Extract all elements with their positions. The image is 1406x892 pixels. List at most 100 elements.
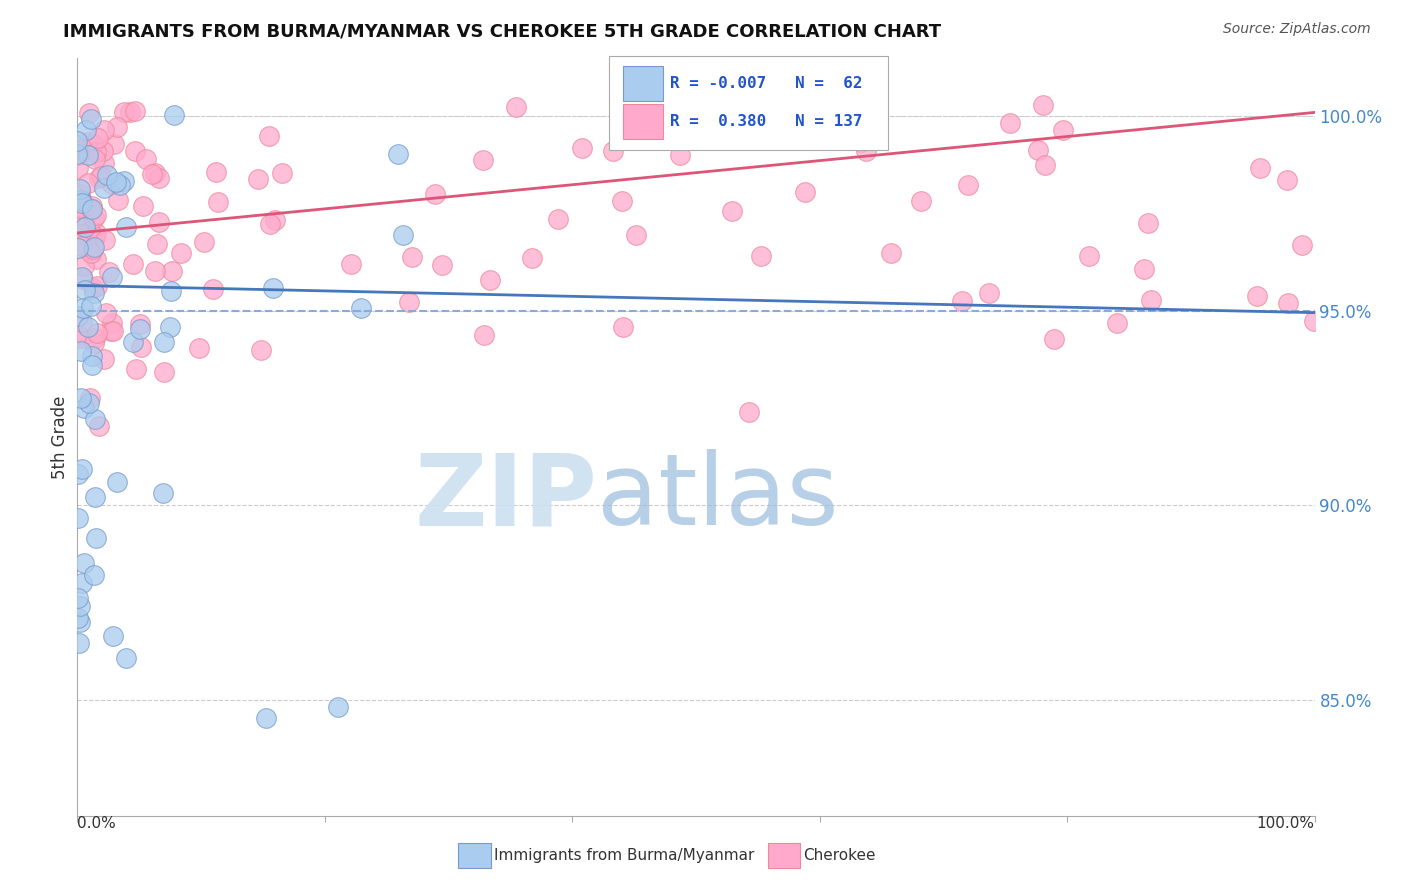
FancyBboxPatch shape [768, 843, 800, 869]
Point [1302, 314, 1324, 328]
Point [66, 146, 89, 161]
FancyBboxPatch shape [623, 104, 662, 139]
Point [84, 252, 107, 267]
Point [1136, 216, 1159, 230]
Text: R =  0.380   N = 137: R = 0.380 N = 137 [671, 114, 862, 129]
Point [86, 145, 108, 159]
Text: Cherokee: Cherokee [804, 848, 876, 863]
Point [1033, 158, 1056, 172]
Point [1043, 333, 1066, 347]
Point [153, 365, 176, 379]
Point [124, 144, 146, 158]
Point [105, 475, 128, 490]
Point [118, 105, 141, 120]
Point [957, 178, 980, 192]
Point [1291, 238, 1313, 252]
Point [87, 418, 110, 433]
Point [624, 227, 647, 242]
Point [70, 331, 93, 345]
Point [83, 211, 105, 225]
Point [67, 238, 90, 252]
Point [851, 135, 873, 149]
Point [998, 116, 1021, 130]
Point [340, 257, 363, 271]
Point [201, 282, 224, 296]
Point [69, 392, 91, 406]
Point [505, 100, 527, 114]
Point [387, 146, 409, 161]
Point [720, 204, 742, 219]
Point [73, 220, 96, 235]
Point [76, 319, 98, 334]
Point [83, 412, 105, 426]
Point [93, 156, 115, 170]
Point [612, 194, 634, 208]
Point [79, 395, 101, 409]
Point [250, 343, 273, 357]
Point [101, 269, 124, 284]
Point [93, 123, 115, 137]
Point [84, 229, 107, 244]
Point [93, 145, 115, 159]
Point [80, 202, 103, 216]
Text: Source: ZipAtlas.com: Source: ZipAtlas.com [1223, 22, 1371, 37]
Point [135, 152, 157, 166]
Point [83, 152, 105, 166]
Point [160, 284, 183, 298]
Point [401, 250, 423, 264]
Point [262, 280, 284, 294]
Point [70, 269, 93, 284]
Point [129, 340, 152, 354]
Point [75, 219, 97, 233]
Point [143, 166, 166, 180]
Point [83, 239, 105, 253]
Text: 100.0%: 100.0% [1257, 816, 1315, 831]
Point [159, 320, 181, 334]
Point [188, 341, 211, 355]
Point [148, 215, 170, 229]
Point [67, 143, 90, 157]
Point [1052, 123, 1074, 137]
Point [67, 148, 90, 162]
Point [94, 233, 117, 247]
Point [101, 177, 124, 191]
Point [82, 281, 104, 295]
Point [547, 211, 569, 226]
Point [72, 301, 94, 315]
Point [131, 199, 153, 213]
Point [69, 201, 91, 215]
Point [93, 352, 115, 367]
Point [72, 194, 94, 208]
Point [82, 136, 104, 151]
Point [100, 324, 122, 338]
Point [115, 651, 138, 665]
Point [160, 263, 183, 277]
Point [103, 629, 125, 643]
Point [880, 245, 903, 260]
Point [80, 349, 103, 363]
Point [662, 104, 685, 119]
Point [749, 249, 772, 263]
Point [96, 168, 118, 182]
Point [112, 174, 135, 188]
Point [108, 178, 131, 193]
Point [326, 700, 349, 714]
Point [83, 568, 105, 582]
Point [612, 320, 634, 334]
Point [69, 182, 91, 196]
Point [669, 148, 692, 162]
Point [122, 334, 145, 349]
Point [67, 511, 90, 525]
Point [86, 326, 108, 340]
Point [170, 246, 193, 260]
Point [67, 591, 90, 606]
Point [75, 242, 97, 256]
Point [602, 145, 624, 159]
Point [66, 134, 89, 148]
Point [72, 272, 94, 286]
Point [205, 165, 228, 179]
Point [141, 167, 163, 181]
Point [1028, 143, 1050, 157]
Point [84, 331, 107, 345]
Point [270, 166, 292, 180]
